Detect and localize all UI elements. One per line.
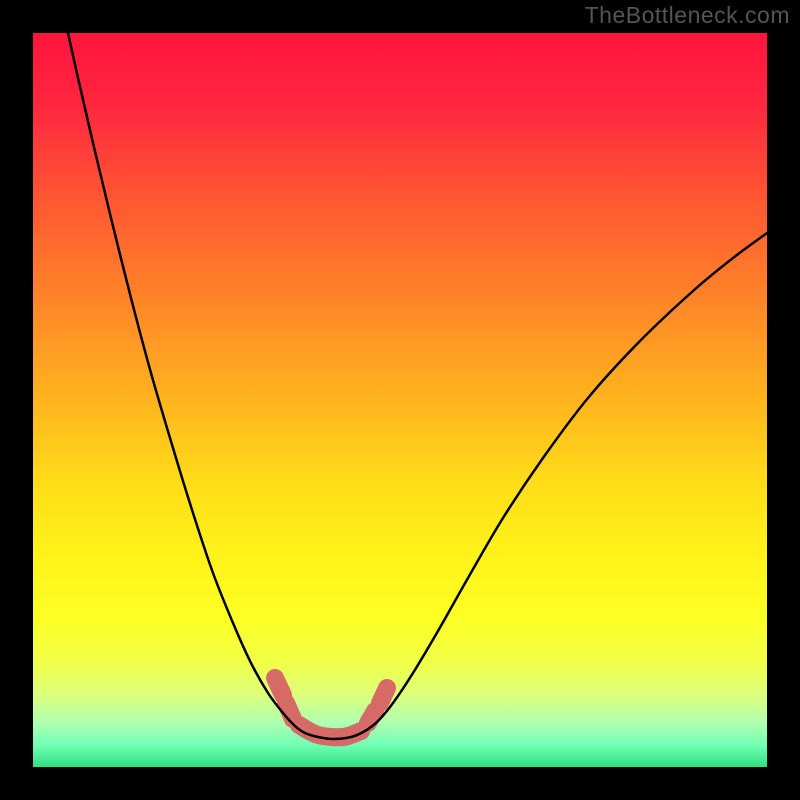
chart-frame: TheBottleneck.com xyxy=(0,0,800,800)
curve-layer xyxy=(33,33,767,767)
watermark-text: TheBottleneck.com xyxy=(585,2,790,29)
accent-segment xyxy=(368,711,375,723)
main-curve xyxy=(68,33,767,739)
accent-segment xyxy=(275,678,283,695)
accent-segment xyxy=(380,688,387,703)
plot-area xyxy=(33,33,767,767)
